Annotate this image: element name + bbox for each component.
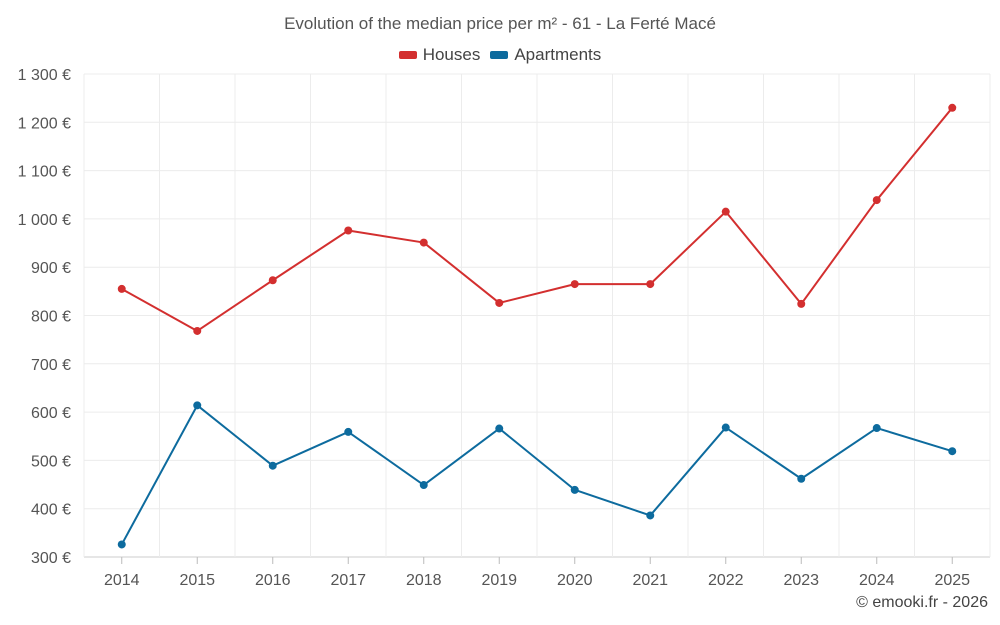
data-point-houses <box>495 298 504 307</box>
grid <box>83 73 991 558</box>
x-tick-label: 2021 <box>632 572 668 589</box>
y-tick-label: 300 € <box>31 550 71 567</box>
y-tick-label: 400 € <box>31 502 71 519</box>
data-point-apartments <box>193 401 202 410</box>
data-point-apartments <box>721 423 730 432</box>
chart-title: Evolution of the median price per m² - 6… <box>284 14 716 33</box>
legend-swatch-apartments <box>490 51 509 59</box>
x-tick-label: 2020 <box>557 572 593 589</box>
y-tick-label: 1 100 € <box>18 164 71 181</box>
data-point-apartments <box>646 511 655 520</box>
y-tick-label: 1 300 € <box>18 67 71 84</box>
data-point-apartments <box>872 424 881 433</box>
data-point-apartments <box>570 485 579 494</box>
legend-swatch-houses <box>398 51 417 59</box>
data-point-houses <box>646 280 655 289</box>
x-tick-label: 2024 <box>859 572 895 589</box>
legend-label-houses: Houses <box>422 45 481 64</box>
y-tick-label: 500 € <box>31 453 71 470</box>
data-point-apartments <box>268 461 277 470</box>
legend: Houses Apartments <box>0 45 1000 65</box>
x-tick-label: 2022 <box>708 572 744 589</box>
y-tick-label: 700 € <box>31 357 71 374</box>
data-point-apartments <box>344 427 353 436</box>
y-tick-label: 600 € <box>31 405 71 422</box>
data-point-houses <box>268 276 277 285</box>
y-tick-label: 800 € <box>31 309 71 326</box>
data-point-apartments <box>495 424 504 433</box>
data-point-apartments <box>797 474 806 483</box>
data-point-houses <box>344 226 353 235</box>
data-point-apartments <box>117 540 126 549</box>
data-point-apartments <box>419 481 428 490</box>
legend-item-houses[interactable]: Houses <box>398 45 481 65</box>
x-tick-label: 2016 <box>255 572 291 589</box>
data-point-houses <box>948 103 957 112</box>
legend-label-apartments: Apartments <box>514 45 602 64</box>
data-point-houses <box>117 284 126 293</box>
x-tick-label: 2025 <box>934 572 970 589</box>
x-tick-label: 2019 <box>481 572 517 589</box>
x-tick-label: 2023 <box>783 572 819 589</box>
axes: 300 € 400 € 500 € 600 € 700 € 800 € 900 € 1 000… <box>18 67 971 589</box>
x-tick-label: 2014 <box>104 572 140 589</box>
data-point-houses <box>872 196 881 205</box>
x-tick-label: 2017 <box>330 572 366 589</box>
x-tick-label: 2015 <box>179 572 215 589</box>
copyright-text: © emooki.fr - 2026 <box>856 594 988 611</box>
y-tick-label: 1 200 € <box>18 115 71 132</box>
data-point-apartments <box>948 447 957 456</box>
data-point-houses <box>797 299 806 308</box>
data-point-houses <box>419 238 428 247</box>
y-tick-label: 1 000 € <box>18 212 71 229</box>
series-line-apartments <box>120 404 953 545</box>
y-tick-label: 900 € <box>31 260 71 277</box>
legend-item-apartments[interactable]: Apartments <box>490 45 601 65</box>
x-tick-label: 2018 <box>406 572 442 589</box>
series-line-houses <box>121 107 954 332</box>
data-point-houses <box>193 326 202 335</box>
series <box>117 103 957 549</box>
data-point-houses <box>721 207 730 216</box>
data-point-houses <box>570 280 579 289</box>
